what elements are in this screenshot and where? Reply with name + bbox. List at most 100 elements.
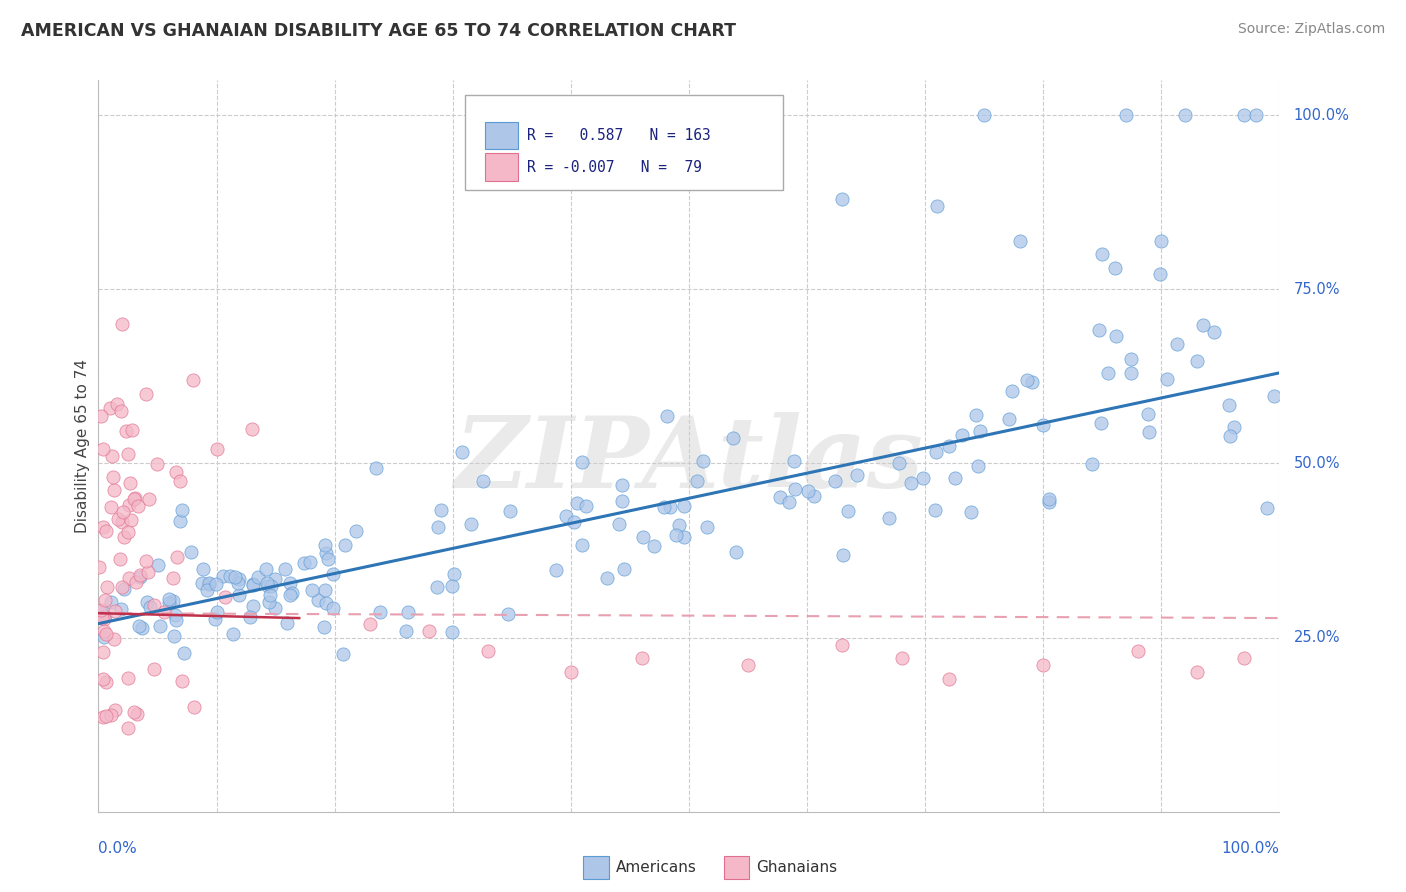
Point xyxy=(997,412,1019,426)
Point xyxy=(96,580,118,594)
Point xyxy=(127,500,149,514)
Point xyxy=(124,491,146,506)
Point xyxy=(630,651,652,665)
Point xyxy=(91,519,114,533)
Point xyxy=(824,474,846,488)
Point xyxy=(1091,247,1114,261)
FancyBboxPatch shape xyxy=(464,95,783,190)
Point xyxy=(783,453,806,467)
Point xyxy=(1087,323,1109,337)
Point xyxy=(198,575,221,590)
Point xyxy=(278,589,301,603)
Point xyxy=(565,496,588,510)
Point xyxy=(94,524,117,539)
Point xyxy=(280,586,302,600)
Point xyxy=(94,627,117,641)
Text: 100.0%: 100.0% xyxy=(1294,108,1350,122)
Point xyxy=(91,645,114,659)
Point xyxy=(162,594,184,608)
Point xyxy=(973,108,995,122)
Point xyxy=(256,576,278,591)
Point xyxy=(1233,651,1256,665)
Point xyxy=(110,404,132,418)
Point xyxy=(139,599,162,614)
Point xyxy=(925,445,948,459)
Point xyxy=(314,620,336,634)
Point xyxy=(98,401,121,415)
Point xyxy=(93,442,115,456)
Point xyxy=(1032,417,1054,432)
Point xyxy=(110,601,132,615)
Point xyxy=(173,647,195,661)
Point xyxy=(129,570,152,584)
Text: Americans: Americans xyxy=(616,860,697,874)
Point xyxy=(1244,108,1267,122)
Point xyxy=(278,576,301,591)
Point xyxy=(103,632,125,646)
Point xyxy=(307,592,329,607)
Y-axis label: Disability Age 65 to 74: Disability Age 65 to 74 xyxy=(75,359,90,533)
Point xyxy=(332,647,354,661)
Point xyxy=(315,596,337,610)
Point xyxy=(571,455,593,469)
Point xyxy=(696,519,718,533)
Point xyxy=(314,582,336,597)
Point xyxy=(221,627,243,641)
Point xyxy=(1015,373,1038,387)
Point xyxy=(103,483,125,498)
Point xyxy=(950,428,973,442)
Point xyxy=(180,545,202,559)
Point xyxy=(571,538,593,552)
Point xyxy=(546,564,568,578)
Point xyxy=(723,431,745,445)
Point xyxy=(170,503,193,517)
Point xyxy=(166,550,188,565)
Point xyxy=(477,644,499,658)
Point xyxy=(1219,429,1241,443)
Point xyxy=(450,445,472,459)
Point xyxy=(118,499,141,513)
Point xyxy=(101,470,124,484)
Point xyxy=(90,603,112,617)
Point xyxy=(105,396,128,410)
Text: 0.0%: 0.0% xyxy=(98,841,138,856)
Point xyxy=(803,489,825,503)
Point xyxy=(118,571,141,585)
Point xyxy=(157,591,180,606)
Text: R = -0.007   N =  79: R = -0.007 N = 79 xyxy=(527,160,702,175)
Point xyxy=(1136,408,1159,422)
Point xyxy=(127,706,149,721)
Point xyxy=(960,505,983,519)
Point xyxy=(673,499,696,513)
Point xyxy=(191,562,214,576)
Point xyxy=(1263,389,1285,403)
Point xyxy=(240,421,263,435)
Point xyxy=(195,582,218,597)
Point xyxy=(890,651,912,665)
Point xyxy=(314,538,336,552)
Point xyxy=(211,569,233,583)
Point xyxy=(831,638,853,652)
Point xyxy=(344,524,367,538)
Point xyxy=(205,576,228,591)
Point xyxy=(148,619,170,633)
Point xyxy=(1121,351,1143,366)
Point xyxy=(94,674,117,689)
Point xyxy=(1137,425,1160,439)
Point xyxy=(831,192,853,206)
Point xyxy=(643,539,665,553)
Point xyxy=(1191,318,1213,332)
Text: Ghanaians: Ghanaians xyxy=(756,860,838,874)
Point xyxy=(364,460,387,475)
Point xyxy=(395,624,418,639)
Point xyxy=(912,471,935,485)
Point xyxy=(129,568,152,582)
Point xyxy=(205,605,228,619)
Point xyxy=(89,603,111,617)
Point xyxy=(294,556,316,570)
Point xyxy=(783,482,806,496)
Point xyxy=(214,590,236,604)
Point xyxy=(1202,326,1225,340)
Point xyxy=(146,558,169,573)
Point xyxy=(124,575,146,590)
